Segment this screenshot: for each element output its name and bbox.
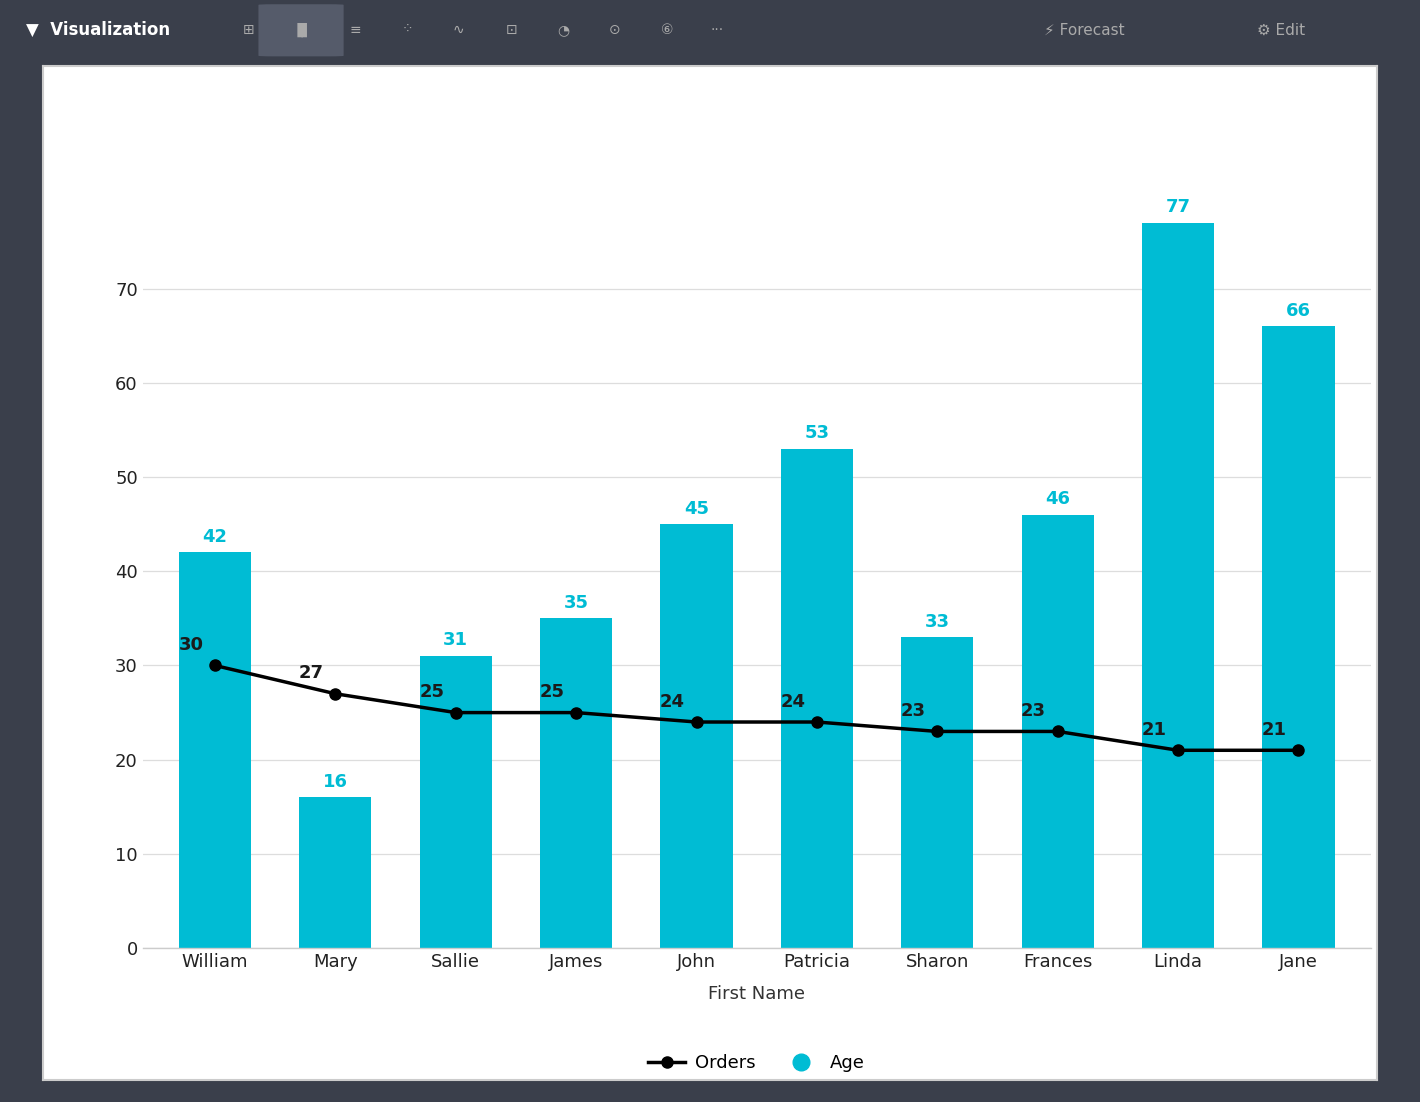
Text: 25: 25 [540, 683, 565, 701]
Bar [420, 656, 491, 948]
Text: 31: 31 [443, 631, 469, 649]
Bar [540, 618, 612, 948]
Text: 77: 77 [1166, 198, 1190, 216]
Text: ⊙: ⊙ [609, 23, 621, 37]
Text: 25: 25 [419, 683, 444, 701]
Text: 66: 66 [1287, 302, 1311, 320]
FancyBboxPatch shape [258, 4, 344, 56]
Text: 45: 45 [684, 499, 709, 518]
Text: 21: 21 [1262, 721, 1287, 739]
Text: ∿: ∿ [453, 23, 464, 37]
Text: ≡: ≡ [349, 23, 361, 37]
Legend: Orders, Age: Orders, Age [642, 1047, 872, 1079]
Text: 53: 53 [804, 424, 829, 442]
Text: 27: 27 [298, 665, 324, 682]
Text: ⊞: ⊞ [243, 23, 254, 37]
Text: 33: 33 [924, 613, 950, 630]
Bar [1142, 223, 1214, 948]
Text: ⚙ Edit: ⚙ Edit [1257, 23, 1305, 37]
Text: ▐▌: ▐▌ [293, 23, 312, 37]
Bar [660, 525, 733, 948]
Text: ⑥: ⑥ [662, 23, 673, 37]
Text: 21: 21 [1142, 721, 1166, 739]
Text: 23: 23 [900, 702, 926, 720]
Text: 30: 30 [179, 636, 203, 655]
Bar [1021, 515, 1093, 948]
Text: ▼  Visualization: ▼ Visualization [26, 21, 169, 40]
X-axis label: First Name: First Name [709, 985, 805, 1003]
Text: ···: ··· [710, 23, 724, 37]
Text: 23: 23 [1021, 702, 1047, 720]
Text: 16: 16 [322, 773, 348, 791]
Text: 46: 46 [1045, 490, 1071, 508]
Text: ◔: ◔ [558, 23, 569, 37]
Bar [1262, 326, 1335, 948]
Text: ⁘: ⁘ [402, 23, 413, 37]
Text: ⚡ Forecast: ⚡ Forecast [1044, 23, 1125, 37]
Text: ⊡: ⊡ [506, 23, 517, 37]
Text: 42: 42 [203, 528, 227, 545]
Bar [781, 449, 853, 948]
Text: 24: 24 [781, 693, 805, 711]
Bar [300, 798, 372, 948]
Text: 35: 35 [564, 594, 589, 612]
Bar [902, 637, 974, 948]
Bar [179, 552, 251, 948]
Text: 24: 24 [660, 693, 684, 711]
